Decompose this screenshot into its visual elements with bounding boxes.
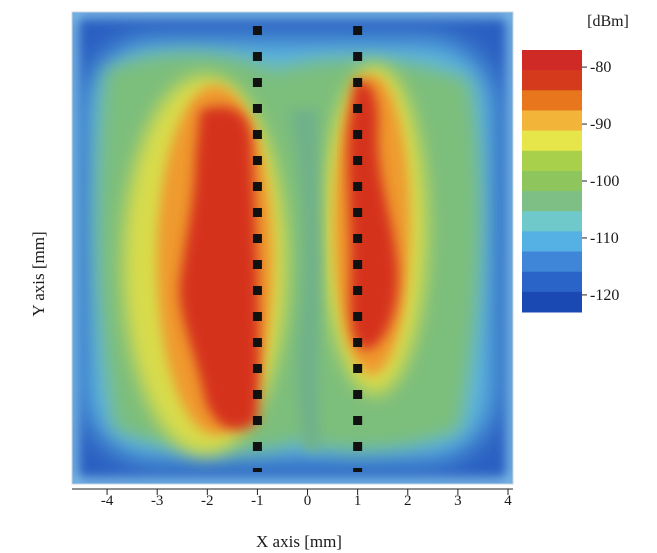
colorbar-tick-label: -110 — [590, 230, 619, 247]
x-tick-label: -4 — [101, 493, 114, 509]
x-tick-label: -2 — [201, 493, 214, 509]
x-axis: -4 -3 -2 -1 0 1 2 3 4 — [72, 488, 513, 509]
x-tick-label: -1 — [251, 493, 264, 509]
colorbar-segment — [522, 191, 582, 212]
colorbar-segment — [522, 70, 582, 91]
colorbar-segment — [522, 130, 582, 152]
colorbar-segment — [522, 50, 582, 71]
colorbar-segment — [522, 231, 582, 253]
x-tick-label: 2 — [404, 493, 412, 509]
colorbar-tick-label: -90 — [590, 116, 611, 133]
colorbar-segment — [522, 90, 582, 111]
x-tick-label: 0 — [304, 493, 312, 509]
colorbar-tick-label: -100 — [590, 173, 619, 190]
conductor-lines — [252, 26, 363, 472]
y-axis-label: Y axis [mm] — [29, 231, 48, 316]
x-tick-label: 4 — [504, 493, 512, 509]
heatmap-plot — [72, 12, 513, 484]
colorbar-segment — [522, 251, 582, 273]
colorbar-tick-label: -120 — [590, 287, 619, 304]
colorbar-segment — [522, 291, 582, 313]
colorbar-segment — [522, 170, 582, 192]
colorbar-segment — [522, 110, 582, 132]
x-tick-label: 1 — [354, 493, 362, 509]
colorbar-segment — [522, 271, 582, 293]
colorbar-segment — [522, 211, 582, 232]
colorbar-segment — [522, 150, 582, 172]
colorbar: -80 -90 -100 -110 -120 — [522, 50, 619, 313]
colorbar-unit-label: [dBm] — [587, 13, 629, 30]
colorbar-tick-label: -80 — [590, 59, 611, 76]
x-axis-label: X axis [mm] — [256, 532, 342, 551]
x-tick-label: 3 — [454, 493, 462, 509]
x-tick-label: -3 — [151, 493, 164, 509]
